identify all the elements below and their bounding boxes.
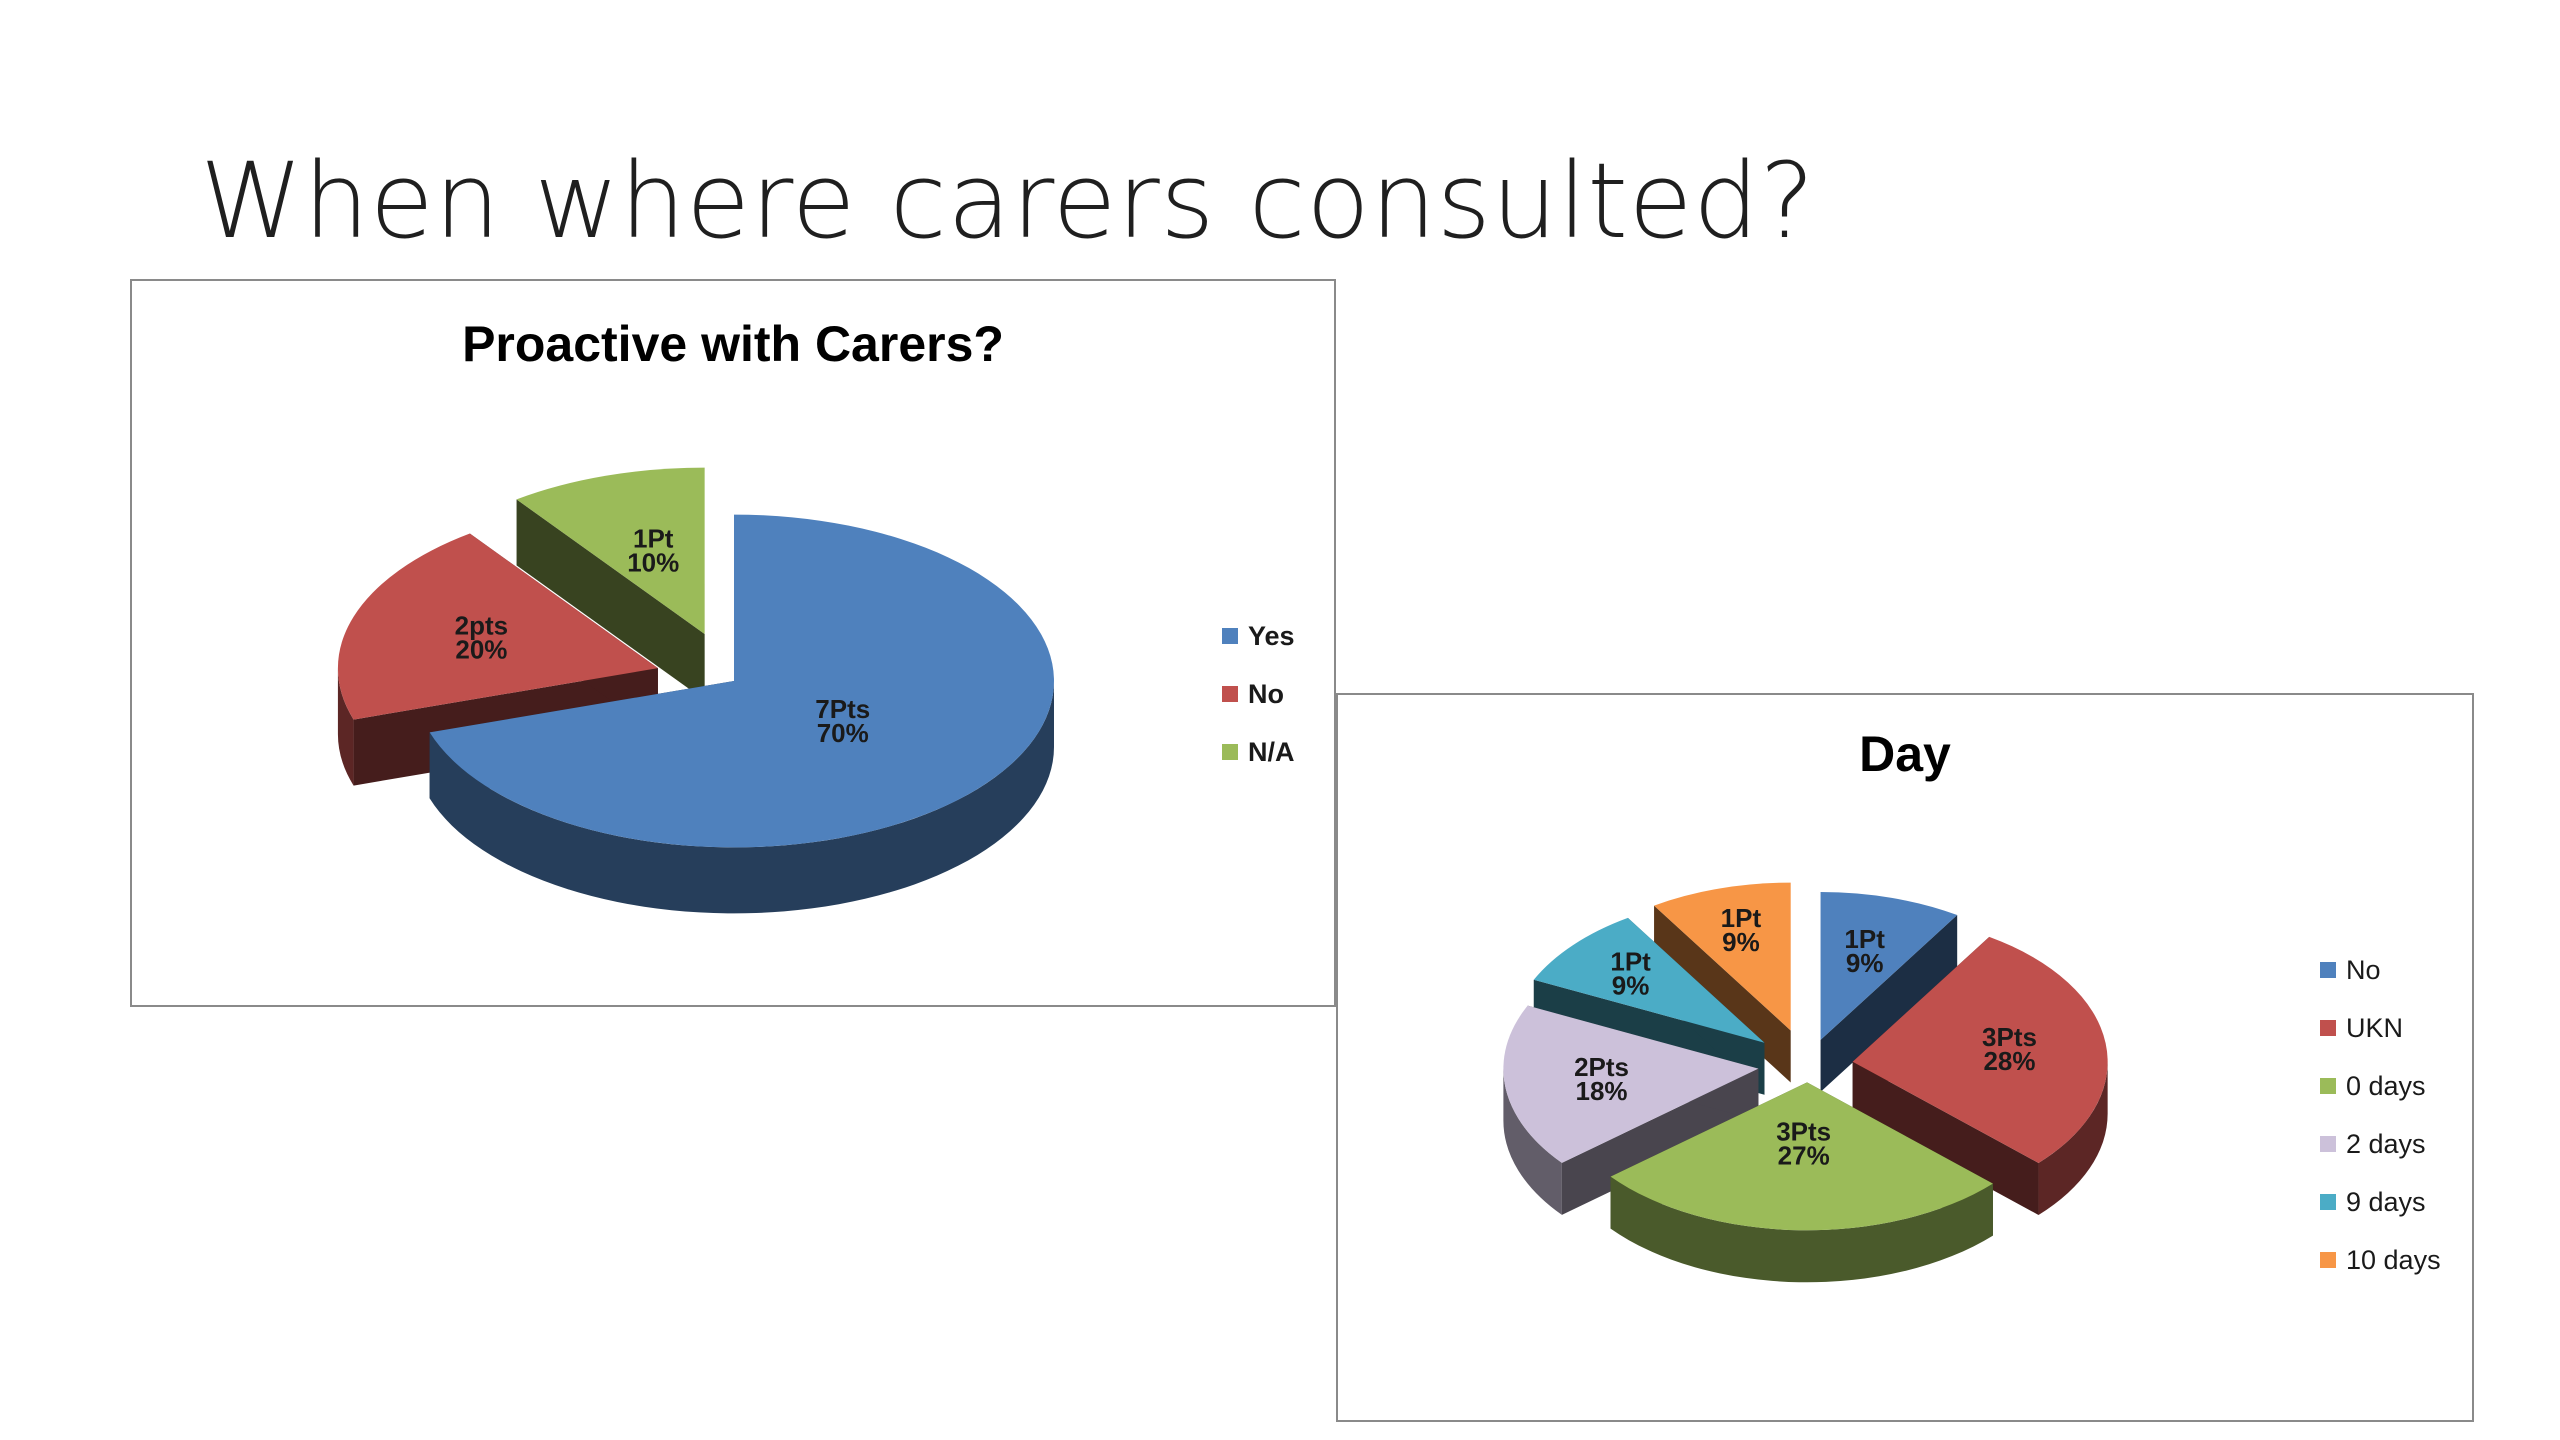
day-chart: Day 1Pt 9% 3Pts 28% 3Pts 27% 2Pts 18% 1Pt 9% 1Pt 9%…	[1336, 693, 2474, 1422]
day-slice-ukn	[1852, 936, 2108, 1163]
proactive-chart: Proactive with Carers? 7Pts 70% 2pts 20% 1Pt…	[130, 279, 1336, 1007]
legend-label: 0 days	[2346, 1070, 2426, 1101]
proactive-data-label-yes: 7Pts 70%	[815, 694, 870, 748]
day-data-label-no: 1Pt 9%	[1844, 924, 1885, 978]
proactive-slice-yes	[429, 514, 1054, 848]
day-slice-side-no	[1820, 915, 1958, 1092]
proactive-data-label-n-a: 1Pt 10%	[627, 524, 679, 578]
slide-title: When where carers consulted?	[200, 140, 1816, 262]
day-pie: 1Pt 9% 3Pts 28% 3Pts 27% 2Pts 18% 1Pt 9% 1Pt 9%	[1503, 882, 2108, 1283]
legend-swatch	[2320, 1194, 2336, 1210]
legend-swatch	[2320, 1020, 2336, 1036]
proactive-chart-title: Proactive with Carers?	[462, 316, 1004, 372]
legend-swatch	[2320, 1136, 2336, 1152]
legend-label: 2 days	[2346, 1128, 2426, 1159]
proactive-legend-item-no: No	[1222, 665, 1295, 723]
proactive-pie: 7Pts 70% 2pts 20% 1Pt 10%	[337, 467, 1054, 914]
day-slice-0-days	[1610, 1082, 1993, 1231]
proactive-slice-n-a	[516, 467, 705, 635]
legend-label: No	[1248, 678, 1284, 709]
day-legend-item-9-days: 9 days	[2320, 1173, 2441, 1231]
legend-label: No	[2346, 954, 2381, 985]
day-slice-9-days	[1533, 917, 1765, 1043]
legend-swatch	[2320, 1252, 2336, 1268]
legend-label: 10 days	[2346, 1244, 2441, 1275]
proactive-slice-no	[337, 533, 658, 720]
legend-label: N/A	[1248, 736, 1295, 767]
proactive-legend-item-n-a: N/A	[1222, 723, 1295, 781]
day-legend-item-10-days: 10 days	[2320, 1231, 2441, 1289]
legend-swatch	[1222, 686, 1238, 702]
legend-swatch	[1222, 744, 1238, 760]
proactive-slice-side-n-a	[516, 499, 705, 701]
day-legend-item-ukn: UKN	[2320, 999, 2441, 1057]
day-data-label-ukn: 3Pts 28%	[1982, 1022, 2037, 1076]
day-slice-no	[1820, 892, 1958, 1040]
day-chart-title: Day	[1859, 726, 1951, 782]
legend-swatch	[2320, 962, 2336, 978]
day-legend-item-2-days: 2 days	[2320, 1115, 2441, 1173]
proactive-data-label-no: 2pts 20%	[455, 610, 508, 664]
day-data-label-10-days: 1Pt 9%	[1721, 903, 1762, 957]
legend-swatch	[1222, 628, 1238, 644]
day-slice-2-days	[1503, 1005, 1759, 1163]
day-slice-10-days	[1654, 882, 1791, 1031]
day-legend-item-0-days: 0 days	[2320, 1057, 2441, 1115]
day-data-label-9-days: 1Pt 9%	[1610, 946, 1651, 1000]
legend-label: Yes	[1248, 620, 1295, 651]
day-data-label-0-days: 3Pts 27%	[1776, 1116, 1831, 1170]
day-legend-item-no: No	[2320, 941, 2441, 999]
day-legend: No UKN 0 days 2 days 9 days 10 days	[2320, 941, 2441, 1289]
proactive-legend-item-yes: Yes	[1222, 607, 1295, 665]
day-data-label-2-days: 2Pts 18%	[1574, 1052, 1629, 1106]
legend-label: 9 days	[2346, 1186, 2426, 1217]
legend-swatch	[2320, 1078, 2336, 1094]
legend-label: UKN	[2346, 1012, 2404, 1043]
proactive-legend: Yes No N/A	[1222, 607, 1295, 781]
